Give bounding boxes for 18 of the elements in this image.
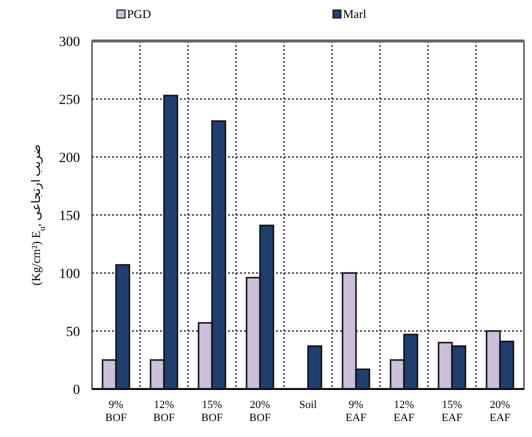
y-tick-label: 0 xyxy=(73,382,80,398)
y-tick-label: 100 xyxy=(59,266,80,282)
y-tick-label: 50 xyxy=(66,324,80,340)
x-tick-label: Soil xyxy=(299,399,317,411)
y-tick-label: 200 xyxy=(59,150,80,166)
y-tick-label: 300 xyxy=(59,34,80,50)
y-tick-label: 150 xyxy=(59,208,80,224)
x-tick-label: 12% BOF xyxy=(153,399,175,424)
x-tick-label: 20% EAF xyxy=(490,399,510,424)
x-tick-label: 15% BOF xyxy=(201,399,223,424)
x-tick-label: 12% EAF xyxy=(394,399,414,424)
y-tick-label: 250 xyxy=(59,92,80,108)
legend-label: Marl xyxy=(343,7,367,21)
x-tick-label: 20% BOF xyxy=(249,399,271,424)
legend-label: PGD xyxy=(127,7,152,21)
x-tick-label: 9% BOF xyxy=(105,399,127,424)
x-tick-label: 9% EAF xyxy=(346,399,366,424)
x-tick-label: 15% EAF xyxy=(442,399,462,424)
